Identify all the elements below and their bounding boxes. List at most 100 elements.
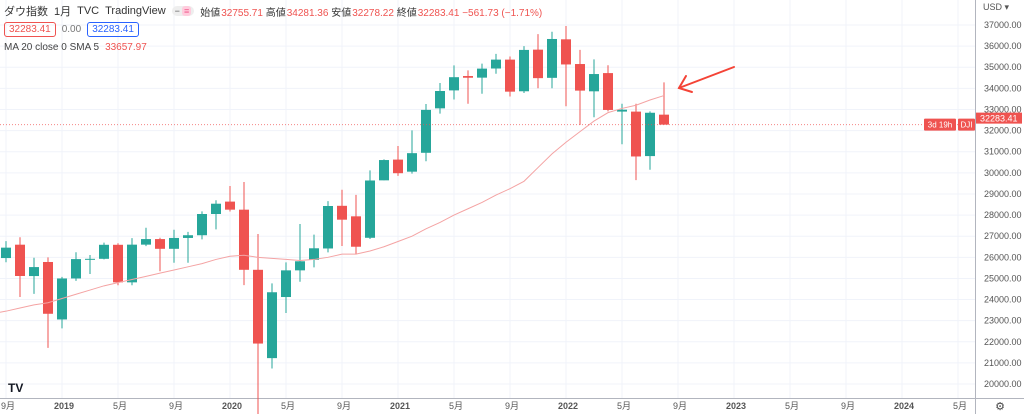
candle[interactable]: [365, 170, 375, 240]
candle-body: [85, 258, 95, 260]
candle[interactable]: [295, 223, 305, 282]
candle[interactable]: [645, 111, 655, 170]
candle[interactable]: [323, 201, 333, 253]
candle[interactable]: [211, 200, 221, 230]
price-tick-label: 21000.00: [984, 358, 1022, 368]
sma-line: [5, 95, 665, 312]
candle-body: [491, 59, 501, 69]
candle-body: [211, 203, 221, 215]
candle-body: [519, 49, 529, 92]
bar-countdown-box: [924, 118, 956, 131]
candle[interactable]: [533, 34, 543, 89]
candle[interactable]: [631, 103, 641, 181]
candle[interactable]: [309, 234, 319, 268]
candle[interactable]: [617, 103, 627, 145]
candle-body: [575, 64, 585, 91]
candle[interactable]: [225, 186, 235, 212]
candle-body: [169, 237, 179, 249]
candle[interactable]: [71, 252, 81, 281]
price-tick-label: 28000.00: [984, 210, 1022, 220]
candle-body: [533, 49, 543, 79]
time-tick-label: 2022: [558, 401, 578, 411]
time-tick-label: 9月: [673, 401, 687, 411]
candle[interactable]: [519, 46, 529, 94]
candle[interactable]: [267, 283, 277, 369]
currency-selector[interactable]: USD ▾: [983, 2, 1010, 12]
candle[interactable]: [155, 237, 165, 272]
candle[interactable]: [379, 159, 389, 181]
candle[interactable]: [113, 243, 123, 286]
candle[interactable]: [351, 194, 361, 255]
price-axis[interactable]: [975, 0, 1024, 414]
candle[interactable]: [127, 238, 137, 286]
candle[interactable]: [407, 130, 417, 174]
candle-body: [477, 68, 487, 78]
settings-gear-icon[interactable]: ⚙: [995, 401, 1005, 413]
candle[interactable]: [183, 231, 193, 263]
candle-body: [155, 239, 165, 249]
candle[interactable]: [603, 65, 613, 112]
sma-line-start: [0, 310, 7, 313]
bar-countdown: 3d 19h: [928, 121, 952, 130]
candle-body: [631, 111, 641, 157]
candle-body: [561, 39, 571, 65]
symbol-name[interactable]: ダウ指数: [4, 6, 48, 18]
legend-toggle-buttons[interactable]: − ≡: [171, 6, 195, 16]
candle-body: [393, 159, 403, 174]
price-tick-label: 37000.00: [984, 20, 1022, 30]
candle-body: [645, 112, 655, 157]
candle[interactable]: [561, 25, 571, 107]
candle-body: [239, 209, 249, 270]
price-tick-label: 29000.00: [984, 189, 1022, 199]
candle[interactable]: [239, 181, 249, 286]
candle[interactable]: [449, 65, 459, 100]
candle[interactable]: [491, 53, 501, 74]
candle[interactable]: [99, 242, 109, 260]
candle-body: [183, 235, 193, 238]
candle[interactable]: [197, 211, 207, 240]
annotation-arrow[interactable]: [677, 66, 735, 93]
candle[interactable]: [281, 262, 291, 314]
candle[interactable]: [435, 82, 445, 114]
sell-price[interactable]: 32283.41: [4, 21, 56, 37]
candle-body: [43, 261, 53, 314]
candle[interactable]: [393, 145, 403, 176]
candle[interactable]: [421, 104, 431, 162]
candle[interactable]: [15, 237, 25, 297]
price-tick-label: 36000.00: [984, 41, 1022, 51]
candle-body: [351, 216, 361, 247]
candle[interactable]: [141, 227, 151, 247]
time-tick-label: 2021: [390, 401, 410, 411]
candle[interactable]: [463, 70, 473, 104]
candle[interactable]: [337, 189, 347, 246]
time-tick-label: 5月: [449, 401, 463, 411]
price-tick-label: 26000.00: [984, 252, 1022, 262]
candle-body: [71, 259, 81, 279]
candle[interactable]: [505, 56, 515, 97]
candle[interactable]: [659, 82, 669, 125]
candle[interactable]: [169, 229, 179, 263]
candle-body: [197, 214, 207, 236]
time-tick-label: 5月: [281, 401, 295, 411]
candle[interactable]: [253, 234, 263, 414]
candle[interactable]: [1, 241, 11, 263]
interval[interactable]: 1月: [54, 6, 72, 18]
time-tick-label: 9月: [505, 401, 519, 411]
candle[interactable]: [477, 63, 487, 94]
price-tick-label: 30000.00: [984, 168, 1022, 178]
candle[interactable]: [589, 59, 599, 118]
candle-body: [113, 244, 123, 283]
ma-indicator-label[interactable]: MA 20 close 0 SMA 5: [4, 41, 100, 53]
candle[interactable]: [29, 257, 39, 294]
candle[interactable]: [575, 49, 585, 125]
candle-body: [141, 239, 151, 245]
time-tick-label: 9月: [337, 401, 351, 411]
buy-price[interactable]: 32283.41: [87, 21, 139, 37]
candle[interactable]: [547, 31, 557, 89]
time-tick-label: 9月: [169, 401, 183, 411]
source: TradingView: [105, 5, 166, 17]
candle[interactable]: [85, 254, 95, 275]
candle-body: [15, 244, 25, 276]
spread: 0.00: [61, 23, 82, 35]
